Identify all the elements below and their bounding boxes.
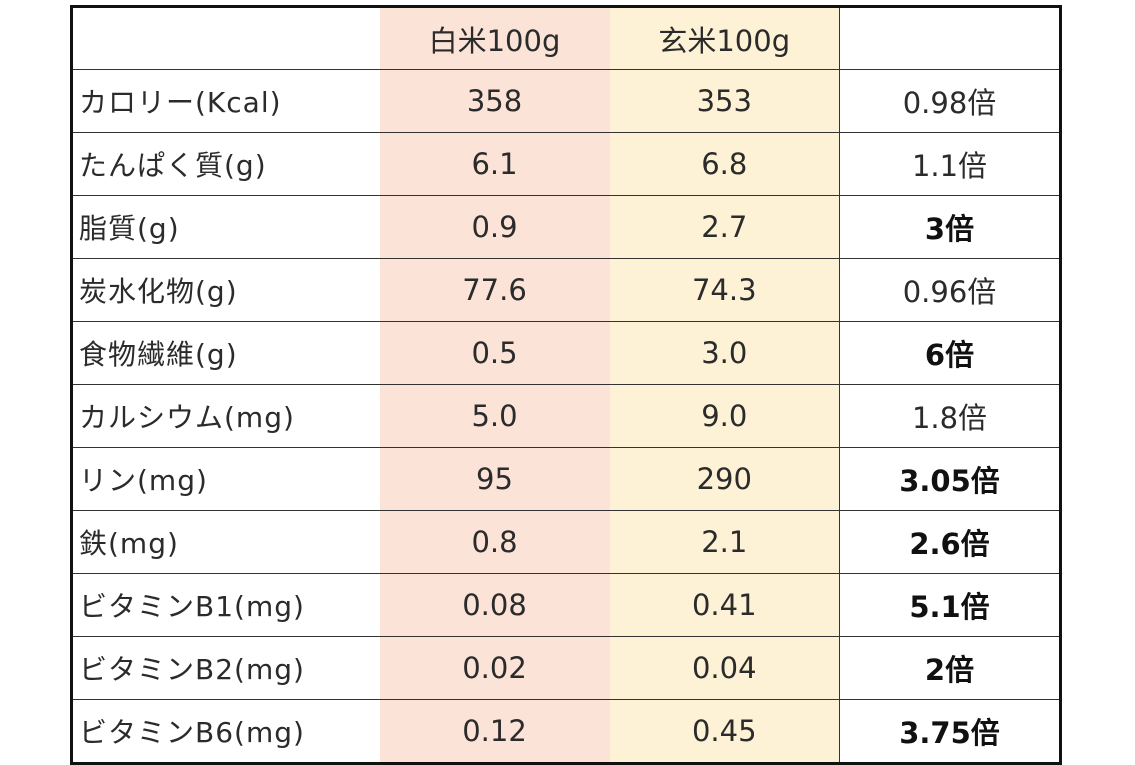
row-label: たんぱく質(g) [71, 132, 380, 196]
row-label: ビタミンB2(mg) [71, 636, 380, 700]
ratio-value: 0.96倍 [839, 258, 1061, 322]
table-row: ビタミンB6(mg) 0.12 0.45 3.75倍 [71, 699, 1061, 764]
white-rice-value: 0.8 [379, 510, 610, 574]
brown-rice-value: 0.41 [609, 573, 840, 637]
table-row: ビタミンB1(mg) 0.08 0.41 5.1倍 [71, 573, 1061, 637]
brown-rice-value: 6.8 [609, 132, 840, 196]
ratio-value: 1.8倍 [839, 384, 1061, 448]
header-empty-cell [72, 7, 380, 70]
ratio-value: 3倍 [839, 195, 1061, 259]
row-label: カルシウム(mg) [71, 384, 380, 448]
header-row: 白米100g 玄米100g [72, 6, 1061, 70]
table-row: 食物繊維(g) 0.5 3.0 6倍 [71, 321, 1061, 385]
white-rice-value: 5.0 [379, 384, 610, 448]
white-rice-value: 0.9 [379, 195, 610, 259]
table-row: 脂質(g) 0.9 2.7 3倍 [71, 195, 1061, 259]
brown-rice-value: 74.3 [609, 258, 840, 322]
ratio-value: 6倍 [839, 321, 1061, 385]
nutrition-comparison-table: 白米100g 玄米100g カロリー(Kcal) 358 353 0.98倍 たんぱく質… [70, 5, 1062, 765]
white-rice-value: 0.08 [379, 573, 610, 637]
table-row: ビタミンB2(mg) 0.02 0.04 2倍 [71, 636, 1061, 700]
white-rice-value: 0.5 [379, 321, 610, 385]
brown-rice-value: 0.45 [609, 699, 840, 764]
row-label: カロリー(Kcal) [71, 69, 380, 133]
ratio-value: 1.1倍 [839, 132, 1061, 196]
brown-rice-value: 0.04 [609, 636, 840, 700]
ratio-value: 3.75倍 [839, 699, 1061, 764]
row-label: 鉄(mg) [71, 510, 380, 574]
brown-rice-value: 353 [609, 69, 840, 133]
row-label: 食物繊維(g) [71, 321, 380, 385]
table-row: 鉄(mg) 0.8 2.1 2.6倍 [71, 510, 1061, 574]
brown-rice-value: 290 [609, 447, 840, 511]
brown-rice-value: 2.7 [609, 195, 840, 259]
white-rice-value: 0.02 [379, 636, 610, 700]
ratio-value: 3.05倍 [839, 447, 1061, 511]
white-rice-value: 77.6 [379, 258, 610, 322]
table-row: 炭水化物(g) 77.6 74.3 0.96倍 [71, 258, 1061, 322]
row-label: リン(mg) [71, 447, 380, 511]
table-row: カロリー(Kcal) 358 353 0.98倍 [71, 69, 1061, 133]
brown-rice-value: 3.0 [609, 321, 840, 385]
header-brown-rice: 玄米100g [609, 6, 840, 70]
brown-rice-value: 9.0 [609, 384, 840, 448]
ratio-value: 2倍 [839, 636, 1061, 700]
white-rice-value: 95 [379, 447, 610, 511]
table-row: カルシウム(mg) 5.0 9.0 1.8倍 [71, 384, 1061, 448]
ratio-value: 0.98倍 [839, 69, 1061, 133]
row-label: ビタミンB1(mg) [71, 573, 380, 637]
header-white-rice: 白米100g [379, 6, 610, 70]
ratio-value: 2.6倍 [839, 510, 1061, 574]
table-row: リン(mg) 95 290 3.05倍 [71, 447, 1061, 511]
table-row: たんぱく質(g) 6.1 6.8 1.1倍 [71, 132, 1061, 196]
white-rice-value: 0.12 [379, 699, 610, 764]
header-ratio [839, 6, 1061, 70]
row-label: 脂質(g) [71, 195, 380, 259]
white-rice-value: 358 [379, 69, 610, 133]
row-label: 炭水化物(g) [71, 258, 380, 322]
white-rice-value: 6.1 [379, 132, 610, 196]
ratio-value: 5.1倍 [839, 573, 1061, 637]
row-label: ビタミンB6(mg) [71, 699, 380, 764]
brown-rice-value: 2.1 [609, 510, 840, 574]
